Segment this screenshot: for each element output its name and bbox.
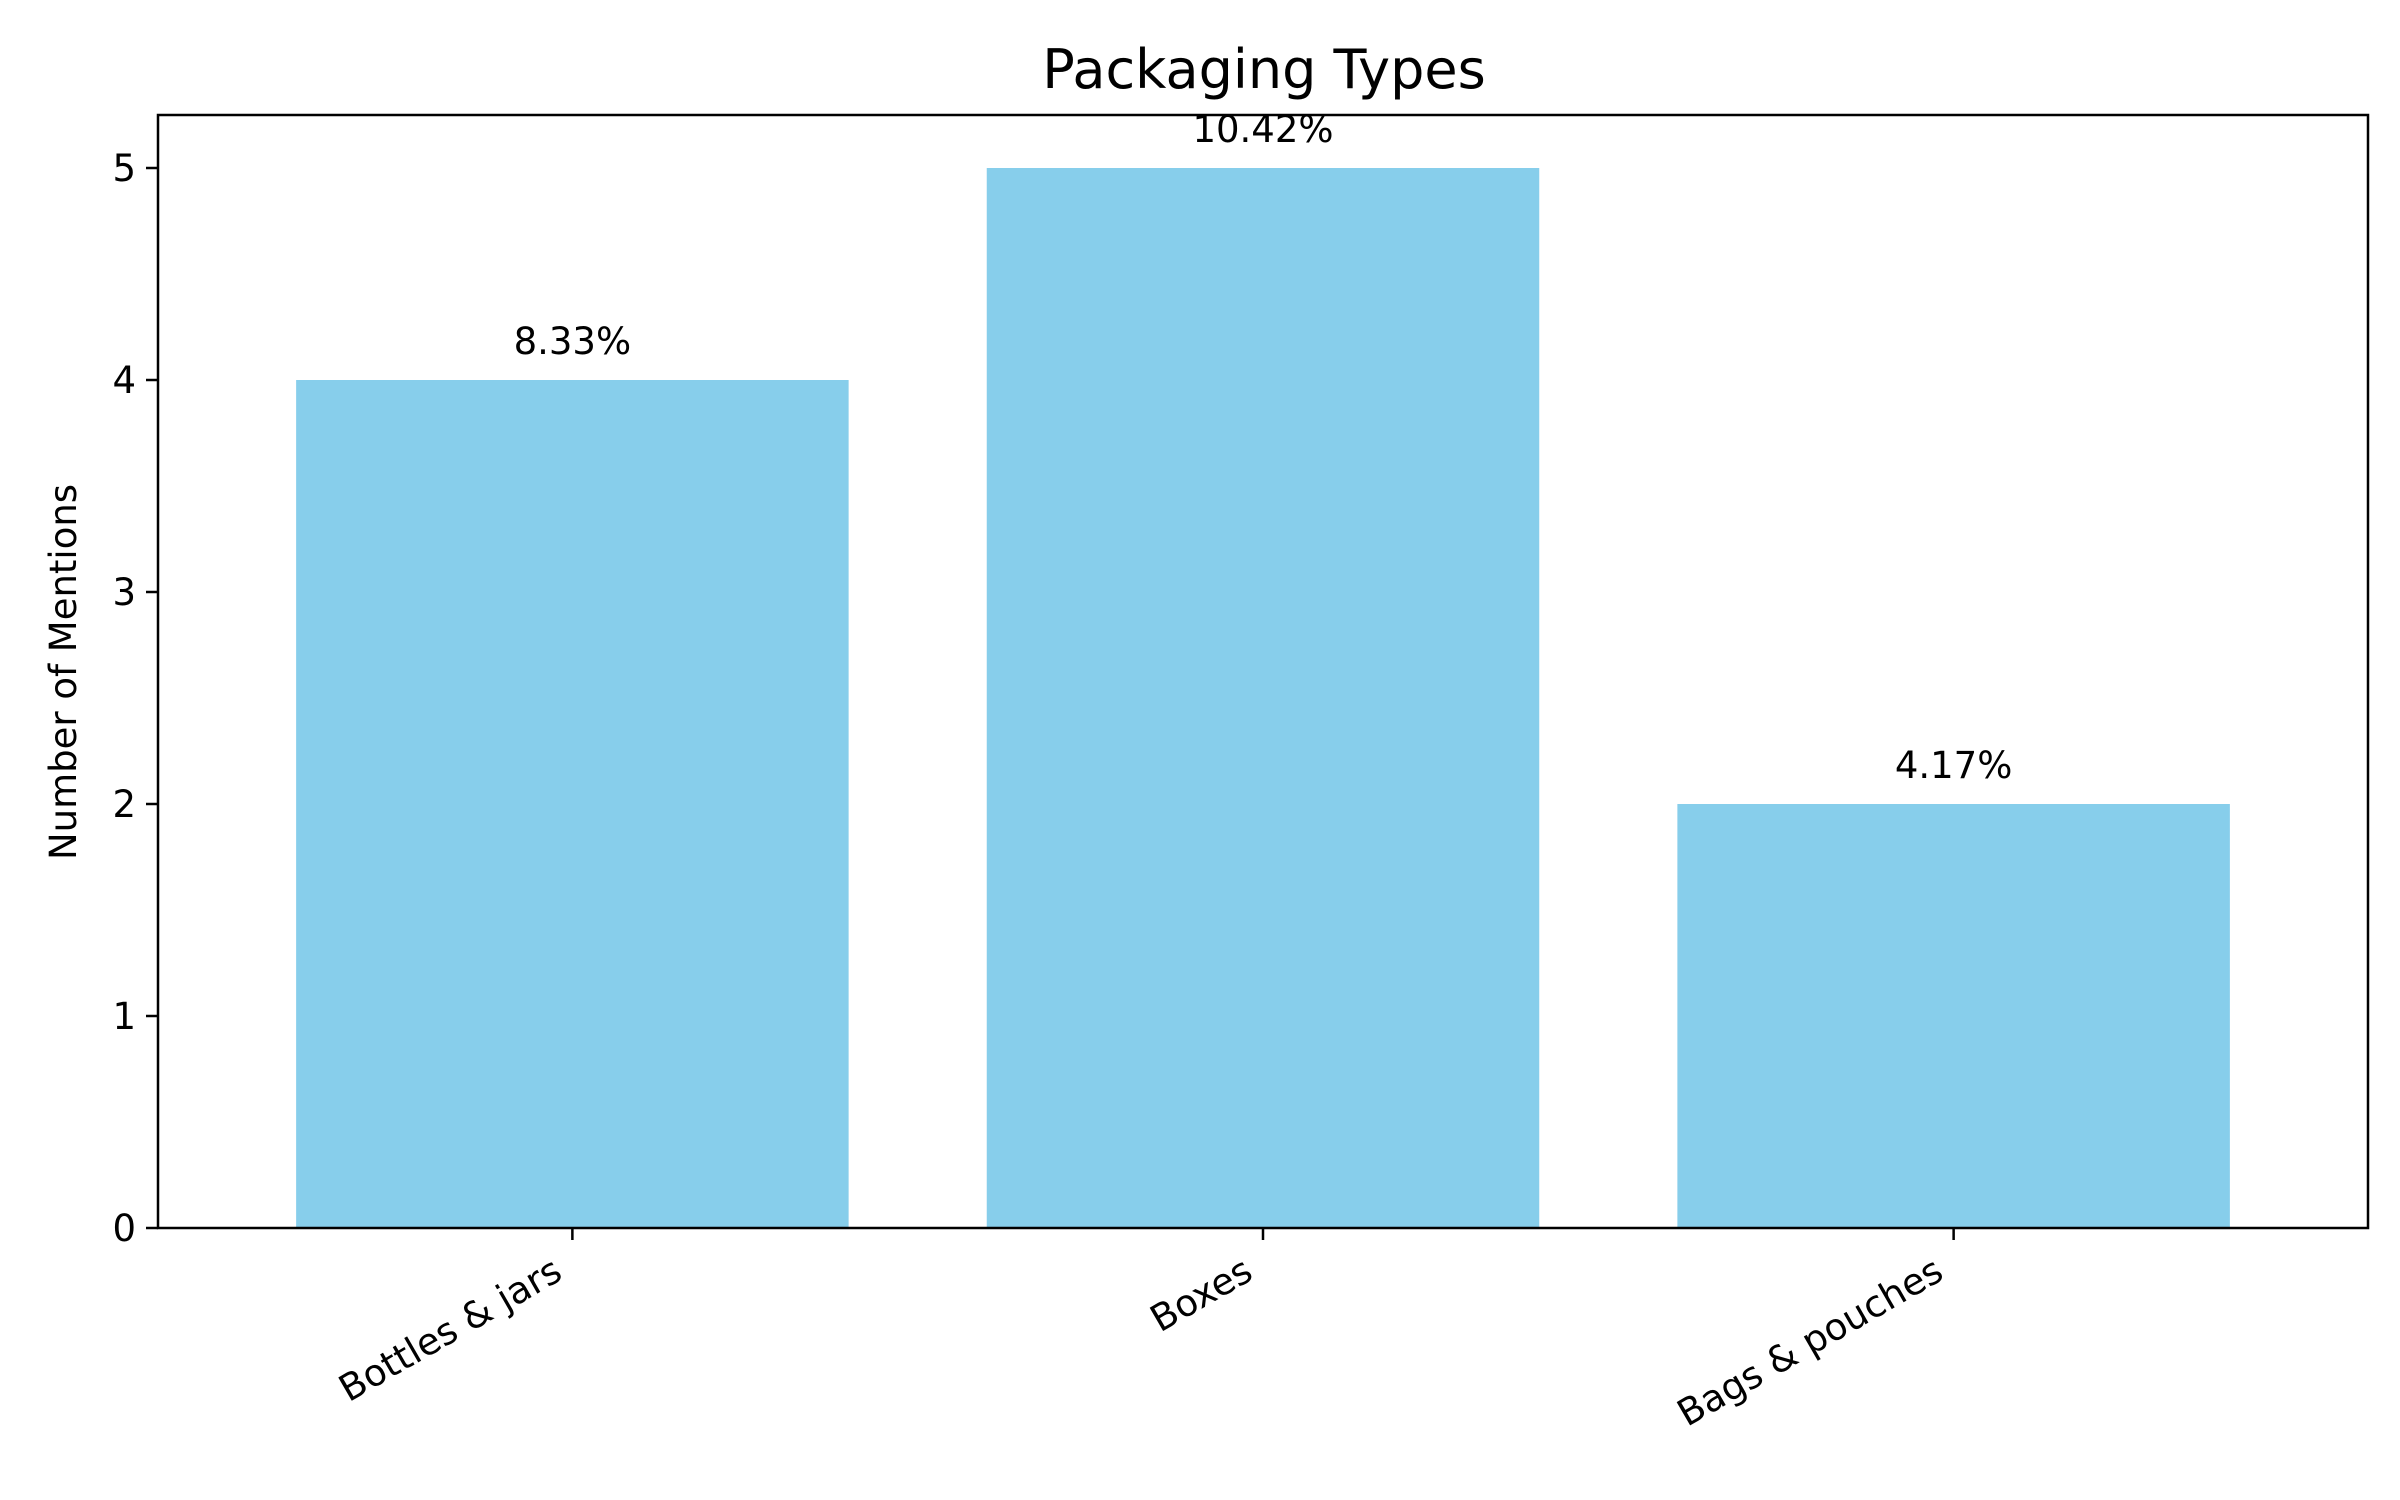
bars-layer (296, 168, 2230, 1228)
data-label-0: 8.33% (514, 320, 632, 363)
bar-0 (296, 380, 849, 1228)
y-tick-label-0: 0 (112, 1207, 136, 1250)
ticks-layer (146, 166, 1955, 1240)
y-tick-label-3: 3 (112, 571, 136, 614)
plot-area-frame (156, 113, 2370, 1230)
bar-1 (986, 168, 1540, 1228)
x-tick-label-0: Bottles & jars (332, 1249, 569, 1411)
y-tick-label-5: 5 (112, 147, 136, 190)
chart-title: Packaging Types (1042, 38, 1485, 101)
y-tick-label-1: 1 (112, 995, 136, 1038)
bar-2 (1677, 804, 2230, 1228)
x-tick-label-1: Boxes (1143, 1249, 1259, 1341)
y-axis-label: Number of Mentions (42, 484, 85, 860)
x-tick-label-2: Bags & pouches (1670, 1249, 1950, 1436)
data-label-2: 4.17% (1895, 744, 2013, 787)
y-tick-label-4: 4 (112, 359, 136, 402)
y-tick-label-2: 2 (112, 783, 136, 826)
